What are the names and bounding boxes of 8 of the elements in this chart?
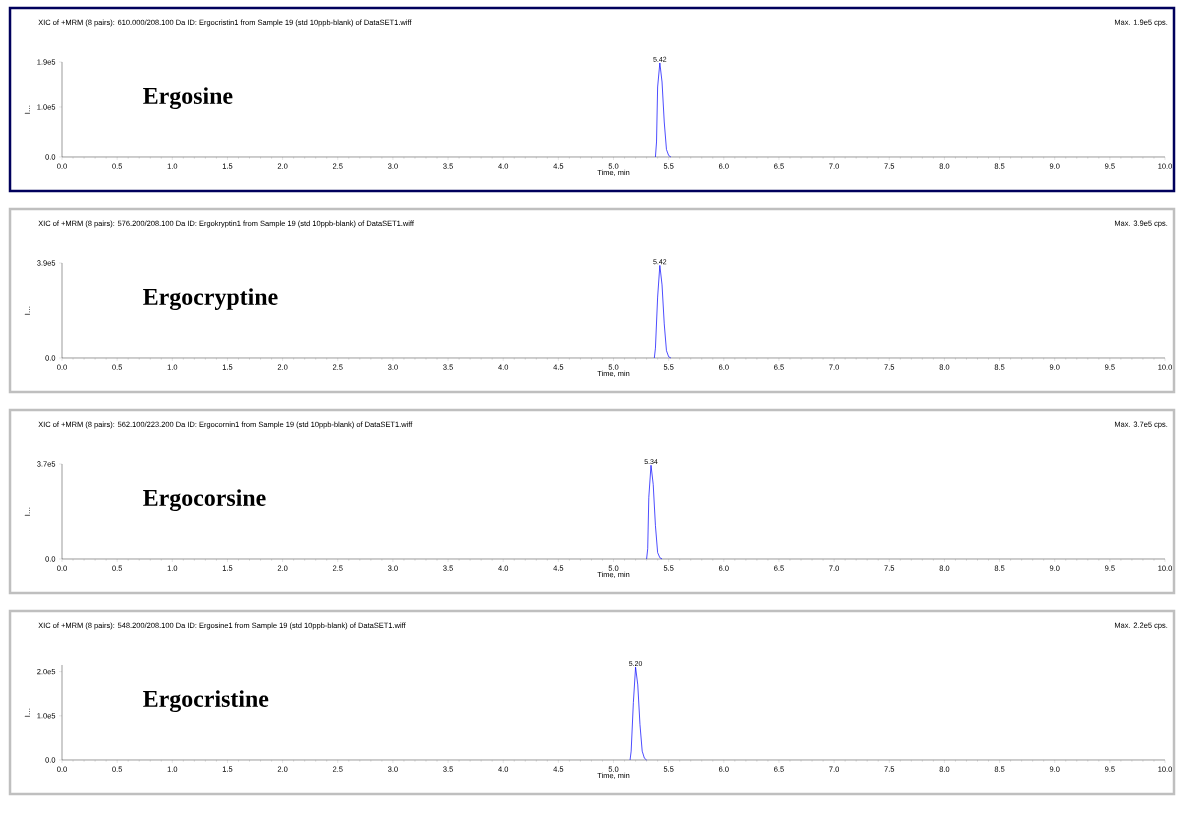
annotation: Ergocorsine: [143, 489, 266, 512]
annotation: Ergocryptine: [143, 288, 278, 311]
line-series: [646, 464, 663, 560]
line-series: [629, 666, 647, 761]
annotation: Ergosine: [143, 87, 233, 110]
annotation: Ergocristine: [143, 690, 269, 713]
line-series: [653, 265, 672, 359]
line-series: [655, 62, 672, 158]
